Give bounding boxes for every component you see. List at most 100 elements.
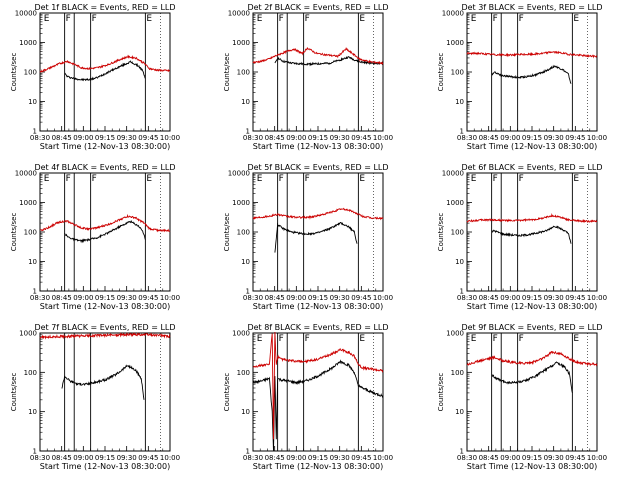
y-tick-label: 10 bbox=[455, 408, 464, 416]
flag-marker-f: F bbox=[305, 334, 310, 344]
flag-marker-f: F bbox=[493, 14, 498, 24]
x-tick-label: 10:00 bbox=[373, 134, 393, 142]
x-tick-label: 08:45 bbox=[479, 134, 499, 142]
x-tick-label: 10:00 bbox=[587, 134, 607, 142]
x-tick-label: 09:15 bbox=[522, 134, 542, 142]
series-line-red bbox=[466, 50, 598, 59]
chart-panel-8: Det 8f BLACK = Events, RED = LLD 1 10 100 10… bbox=[223, 323, 393, 471]
y-tick-label: 100 bbox=[24, 229, 37, 237]
y-tick-label: 1000 bbox=[19, 330, 37, 338]
flag-marker-e: E bbox=[471, 334, 477, 344]
x-tick-label: 09:00 bbox=[73, 454, 93, 462]
x-tick-label: 09:15 bbox=[308, 454, 328, 462]
flag-marker-f: F bbox=[92, 174, 97, 184]
x-tick-label: 09:00 bbox=[500, 294, 520, 302]
y-tick-label: 100 bbox=[237, 369, 250, 377]
y-axis-label: Counts/sec bbox=[437, 53, 445, 92]
x-tick-label: 09:00 bbox=[286, 294, 306, 302]
x-tick-label: 09:00 bbox=[286, 134, 306, 142]
chart-title: Det 4f BLACK = Events, RED = LLD bbox=[34, 163, 175, 172]
chart-title: Det 5f BLACK = Events, RED = LLD bbox=[247, 163, 388, 172]
y-axis-label: Counts/sec bbox=[223, 213, 231, 252]
y-tick-label: 1000 bbox=[232, 199, 250, 207]
y-tick-label: 1000 bbox=[446, 39, 464, 47]
y-tick-label: 1 bbox=[460, 128, 464, 136]
x-tick-label: 08:30 bbox=[243, 294, 263, 302]
flag-marker-f: F bbox=[279, 334, 284, 344]
plot-frame bbox=[466, 172, 598, 292]
x-tick-label: 08:30 bbox=[30, 294, 50, 302]
chart-title: Det 2f BLACK = Events, RED = LLD bbox=[247, 3, 388, 12]
chart-panel-5: Det 5f BLACK = Events, RED = LLD 1 10 100 10… bbox=[223, 163, 393, 311]
plot-frame bbox=[39, 12, 171, 132]
chart-panel-3: Det 3f BLACK = Events, RED = LLD 1 10 100 10… bbox=[437, 3, 607, 151]
x-tick-label: 08:45 bbox=[265, 134, 285, 142]
x-tick-label: 09:30 bbox=[330, 134, 350, 142]
x-tick-label: 09:15 bbox=[308, 294, 328, 302]
plot-frame bbox=[466, 12, 598, 132]
x-tick-label: 09:00 bbox=[500, 454, 520, 462]
x-tick-label: 09:30 bbox=[544, 294, 564, 302]
y-tick-label: 10 bbox=[455, 258, 464, 266]
x-tick-label: 08:45 bbox=[52, 454, 72, 462]
x-tick-label: 09:15 bbox=[95, 454, 115, 462]
y-axis-label: Counts/sec bbox=[437, 373, 445, 412]
series-line-black bbox=[274, 222, 358, 253]
y-tick-label: 10 bbox=[455, 98, 464, 106]
x-tick-label: 09:45 bbox=[565, 134, 585, 142]
x-axis-label: Start Time (12-Nov-13 08:30:00) bbox=[467, 462, 597, 471]
y-tick-label: 10000 bbox=[228, 170, 250, 178]
y-tick-label: 1 bbox=[33, 448, 37, 456]
flag-marker-e: E bbox=[471, 14, 477, 24]
series-line-red bbox=[252, 46, 384, 65]
y-tick-label: 1 bbox=[460, 448, 464, 456]
y-tick-label: 10 bbox=[241, 258, 250, 266]
x-axis-label: Start Time (12-Nov-13 08:30:00) bbox=[253, 462, 383, 471]
y-tick-label: 1 bbox=[246, 128, 250, 136]
x-tick-label: 09:45 bbox=[138, 454, 158, 462]
x-tick-label: 09:30 bbox=[330, 294, 350, 302]
y-tick-label: 10000 bbox=[442, 10, 464, 18]
x-tick-label: 08:45 bbox=[479, 294, 499, 302]
y-tick-label: 10 bbox=[28, 408, 37, 416]
y-tick-label: 100 bbox=[451, 69, 464, 77]
x-tick-label: 09:00 bbox=[286, 454, 306, 462]
flag-marker-f: F bbox=[279, 14, 284, 24]
chart-panel-7: Det 7f BLACK = Events, RED = LLD 1 10 100 10… bbox=[10, 323, 180, 471]
x-tick-label: 09:45 bbox=[565, 294, 585, 302]
x-tick-label: 08:45 bbox=[265, 294, 285, 302]
series-line-black bbox=[64, 219, 146, 244]
y-tick-label: 1 bbox=[460, 288, 464, 296]
chart-title: Det 6f BLACK = Events, RED = LLD bbox=[461, 163, 602, 172]
flag-marker-e: E bbox=[573, 14, 579, 24]
y-tick-label: 100 bbox=[451, 229, 464, 237]
x-tick-label: 08:30 bbox=[243, 454, 263, 462]
x-axis-label: Start Time (12-Nov-13 08:30:00) bbox=[253, 142, 383, 151]
y-axis-label: Counts/sec bbox=[223, 53, 231, 92]
flag-marker-e: E bbox=[471, 174, 477, 184]
chart-panel-4: Det 4f BLACK = Events, RED = LLD 1 10 100 10… bbox=[10, 163, 180, 311]
x-tick-label: 08:30 bbox=[30, 134, 50, 142]
y-tick-label: 100 bbox=[24, 369, 37, 377]
x-tick-label: 09:45 bbox=[565, 454, 585, 462]
x-tick-label: 08:45 bbox=[479, 454, 499, 462]
flag-marker-e: E bbox=[146, 14, 152, 24]
chart-panel-2: Det 2f BLACK = Events, RED = LLD 1 10 100 10… bbox=[223, 3, 393, 151]
y-tick-label: 1000 bbox=[19, 39, 37, 47]
y-axis-label: Counts/sec bbox=[10, 53, 18, 92]
chart-panel-6: Det 6f BLACK = Events, RED = LLD 1 10 100 10… bbox=[437, 163, 607, 311]
chart-panel-1: Det 1f BLACK = Events, RED = LLD 1 10 100 10… bbox=[10, 3, 180, 151]
y-tick-label: 1 bbox=[33, 288, 37, 296]
x-tick-label: 08:45 bbox=[52, 134, 72, 142]
flag-marker-f: F bbox=[66, 14, 71, 24]
flag-marker-f: F bbox=[66, 174, 71, 184]
x-axis-label: Start Time (12-Nov-13 08:30:00) bbox=[253, 302, 383, 311]
y-tick-label: 1000 bbox=[232, 39, 250, 47]
y-tick-label: 1 bbox=[246, 288, 250, 296]
y-tick-label: 10 bbox=[241, 98, 250, 106]
x-tick-label: 10:00 bbox=[160, 134, 180, 142]
series-line-black bbox=[491, 64, 572, 84]
plot-frame bbox=[39, 172, 171, 292]
y-axis-label: Counts/sec bbox=[10, 373, 18, 412]
y-tick-label: 10000 bbox=[228, 10, 250, 18]
